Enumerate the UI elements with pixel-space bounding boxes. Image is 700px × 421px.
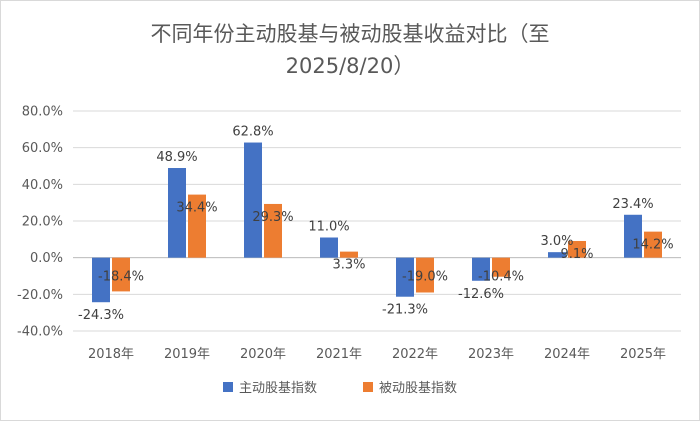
y-tick-label: -20.0% [17,288,63,303]
bars [92,142,662,303]
data-label: 29.3% [252,210,293,225]
y-tick-label: 80.0% [22,105,63,120]
chart-title-line-1: 不同年份主动股基与被动股基收益对比（至 [151,22,550,46]
bar-passive [568,240,586,258]
bar-active [548,252,566,258]
x-tick-label: 2019年 [164,347,210,362]
y-tick-label: -40.0% [17,325,63,340]
bar-passive [264,203,282,258]
gridlines [73,110,681,332]
y-axis-ticks: -40.0% -20.0% 0.0% 20.0% 40.0% 60.0% 80.0% [17,105,63,340]
data-label: 9.1% [560,247,593,262]
x-tick-label: 2021年 [316,347,362,362]
legend-label: 被动股基指数 [379,381,457,396]
chart-title-line-2: 2025/8/20） [286,54,415,78]
data-label: 48.9% [156,150,197,165]
data-label: -10.4% [478,270,524,285]
bar-passive [188,194,206,258]
data-labels: -24.3% -18.4% 48.9% 34.4% 62.8% 29.3% 11.0% 3.3… [78,125,674,324]
data-label: 3.3% [332,258,365,273]
data-label: 11.0% [308,220,349,235]
bar-passive [340,251,358,258]
legend-swatch [223,382,233,392]
bar-active [244,142,262,258]
bar-passive [644,231,662,258]
data-label: -24.3% [78,308,124,323]
x-tick-label: 2018年 [88,347,134,362]
bar-active [92,257,110,303]
bar-active [320,237,338,258]
bar-passive [492,257,510,277]
x-axis-ticks: 2018年 2019年 2020年 2021年 2022年 2023年 2024年 2025年 [88,347,666,362]
legend-swatch [363,382,373,392]
data-label: 62.8% [232,125,273,140]
bar-active [472,257,490,281]
bar-active [396,257,414,297]
x-tick-label: 2020年 [240,347,286,362]
bar-passive [112,257,130,292]
y-tick-label: 20.0% [22,215,63,230]
x-tick-label: 2024年 [544,347,590,362]
y-tick-label: 60.0% [22,141,63,156]
data-label: 3.0% [540,234,573,249]
bar-active [624,214,642,258]
data-label: 34.4% [176,201,217,216]
x-tick-label: 2025年 [620,347,666,362]
bar-active [168,168,186,258]
data-label: 23.4% [612,197,653,212]
legend: 主动股基指数 被动股基指数 [223,381,457,396]
x-tick-label: 2023年 [468,347,514,362]
data-label: -21.3% [382,303,428,318]
data-label: -18.4% [98,270,144,285]
data-label: -12.6% [458,287,504,302]
bar-passive [416,257,434,293]
legend-label: 主动股基指数 [239,381,317,396]
y-tick-label: 0.0% [30,251,63,266]
data-label: 14.2% [632,238,673,253]
data-label: -19.0% [402,270,448,285]
x-tick-label: 2022年 [392,347,438,362]
y-tick-label: 40.0% [22,178,63,193]
